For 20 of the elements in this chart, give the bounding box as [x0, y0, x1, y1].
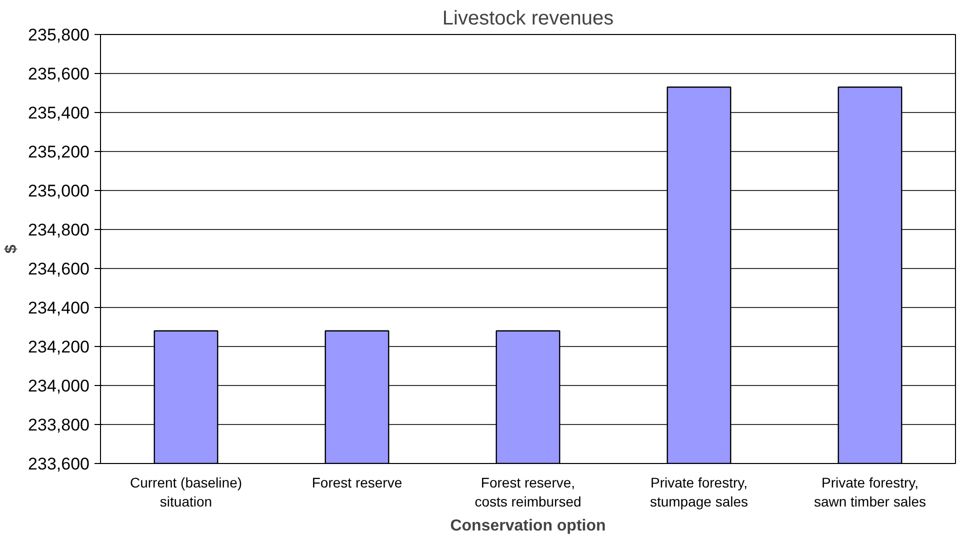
- x-tick-label: Private forestry, stumpage sales: [650, 474, 748, 510]
- y-tick-label: 234,400: [28, 298, 90, 318]
- x-axis-title: Conservation option: [450, 518, 606, 535]
- x-tick-label: Forest reserve: [312, 474, 402, 490]
- y-tick-label: 233,600: [28, 454, 90, 474]
- chart-title: Livestock revenues: [442, 8, 614, 30]
- y-tick-label: 235,600: [28, 64, 90, 84]
- y-tick-label: 235,200: [28, 142, 90, 162]
- y-tick-label: 234,200: [28, 338, 90, 356]
- x-tick-label: Private forestry, sawn timber sales: [814, 474, 926, 510]
- y-tick-label: 234,600: [28, 260, 90, 278]
- y-tick-label: 234,800: [28, 220, 90, 240]
- y-tick-label: 234,000: [28, 376, 90, 396]
- x-tick-label: Current (baseline) situation: [130, 474, 242, 510]
- y-axis-title: $: [3, 244, 20, 254]
- y-tick-label: 233,800: [28, 416, 90, 434]
- x-tick-label: Forest reserve, costs reimbursed: [474, 474, 582, 510]
- y-tick-label: 235,800: [28, 26, 90, 44]
- y-tick-label: 235,400: [28, 104, 90, 122]
- y-tick-label: 235,000: [28, 182, 90, 200]
